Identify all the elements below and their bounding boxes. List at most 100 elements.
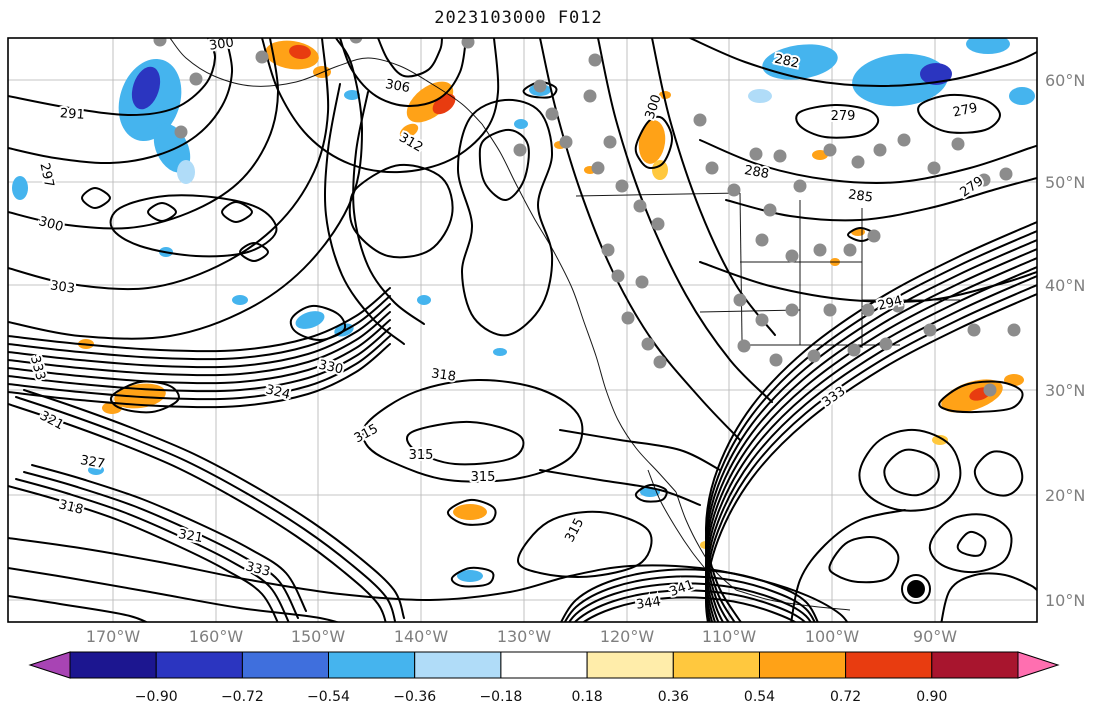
contour-bundle-line: [15, 396, 397, 622]
contour-value-label: 285: [847, 187, 874, 205]
contour-bundle-line: [8, 403, 387, 622]
anomaly-patch: [417, 295, 431, 305]
station-dot: [951, 137, 965, 151]
colorbar-tick-label: −0.90: [135, 689, 178, 705]
contour-bundle-line: [8, 287, 391, 353]
contour-value-label: 306: [384, 77, 411, 96]
longitude-tick-label: 150°W: [291, 627, 346, 646]
colorbar-segment: [328, 651, 416, 679]
contour-line: [377, 38, 443, 78]
coastline: [575, 192, 741, 197]
contour-line: [352, 91, 425, 325]
contour-lines: [8, 38, 1037, 622]
anomaly-patch: [652, 160, 668, 180]
coastline: [699, 309, 801, 313]
contour-line: [478, 128, 530, 202]
contour-line: [339, 38, 467, 108]
contour-value-label: 333: [244, 559, 272, 580]
storm-marker: [901, 574, 931, 604]
contour-line: [8, 595, 149, 622]
station-dot: [785, 249, 799, 263]
contour-bundle-line: [704, 221, 1037, 622]
anomaly-patch: [748, 89, 772, 103]
contour-line: [699, 261, 1037, 303]
colorbar-tick-label: −0.72: [221, 689, 264, 705]
station-dot: [891, 299, 905, 313]
colorbar-tick-label: 0.72: [830, 689, 861, 705]
contour-value-label: 318: [430, 366, 457, 384]
station-dot: [533, 79, 547, 93]
longitude-tick-label: 130°W: [497, 627, 552, 646]
x-axis-labels: 170°W 160°W 150°W 140°W 130°W 120°W 110°W 100°W…: [86, 627, 957, 646]
contour-value-label: 303: [49, 278, 76, 296]
contour-bundle-line: [8, 303, 391, 369]
contour-bundle-line: [8, 485, 279, 622]
colorbar-tick-label: 0.54: [744, 689, 775, 705]
station-dot: [705, 161, 719, 175]
contour-value-label: 315: [409, 448, 434, 463]
station-dot: [583, 89, 597, 103]
station-dot: [513, 143, 527, 157]
contour-bundle-line: [8, 311, 391, 377]
station-dot: [591, 161, 605, 175]
longitude-tick-label: 120°W: [600, 627, 655, 646]
colorbar-segment: [931, 651, 1019, 679]
station-dot: [823, 143, 837, 157]
contour-line: [146, 201, 178, 223]
y-axis-labels: 60°N 50°N 40°N 30°N 20°N 10°N: [1045, 71, 1085, 610]
station-dot: [847, 343, 861, 357]
shading-patches: [12, 38, 1035, 582]
station-dot: [588, 53, 602, 67]
station-dot: [773, 149, 787, 163]
contour-value-label: 321: [177, 527, 204, 546]
station-dot: [255, 50, 269, 64]
colorbar-segment: [155, 651, 243, 679]
station-dot: [727, 183, 741, 197]
anomaly-patch: [399, 123, 419, 139]
contour-line: [238, 241, 270, 263]
station-dot: [977, 173, 991, 187]
contour-bundle-line: [31, 464, 307, 612]
contour-line: [80, 186, 112, 210]
contour-line: [928, 513, 1013, 574]
station-dot: [793, 179, 807, 193]
station-dot: [923, 323, 937, 337]
longitude-tick-label: 160°W: [189, 627, 244, 646]
contour-line: [883, 448, 940, 497]
contour-line: [940, 572, 1037, 622]
station-dot: [927, 161, 941, 175]
longitude-tick-label: 100°W: [805, 627, 860, 646]
contour-line: [446, 498, 497, 526]
colorbar-segment: [414, 651, 502, 679]
station-dot: [189, 72, 203, 86]
storm-center-icon: [907, 580, 925, 598]
contour-line: [8, 567, 341, 622]
station-dot: [897, 133, 911, 147]
station-dot: [807, 349, 821, 363]
latitude-tick-label: 50°N: [1045, 173, 1085, 192]
station-dot: [737, 339, 751, 353]
station-dot: [611, 269, 625, 283]
contour-line: [559, 429, 721, 471]
coastline: [739, 192, 743, 341]
contour-bundle-line: [15, 478, 290, 622]
contour-value-label: 315: [471, 470, 496, 485]
station-dot: [545, 107, 559, 121]
contour-bundle-line: [560, 568, 819, 622]
station-dot: [633, 199, 647, 213]
latitude-tick-label: 60°N: [1045, 71, 1085, 90]
colorbar-tick-label: 0.90: [916, 689, 947, 705]
contour-bundle-line: [704, 257, 1037, 622]
colorbar-tick-label: 0.18: [572, 689, 603, 705]
station-dot: [755, 233, 769, 247]
longitude-tick-label: 170°W: [86, 627, 141, 646]
colorbar-segment: [759, 651, 847, 679]
anomaly-patch: [1009, 87, 1035, 105]
anomaly-patch: [88, 465, 104, 475]
anomaly-patch: [514, 119, 528, 129]
anomaly-patch: [102, 402, 122, 414]
contour-line: [938, 380, 1024, 414]
contour-bundle-line: [704, 293, 1037, 622]
station-dot: [755, 313, 769, 327]
contour-bundle-line: [573, 589, 807, 622]
